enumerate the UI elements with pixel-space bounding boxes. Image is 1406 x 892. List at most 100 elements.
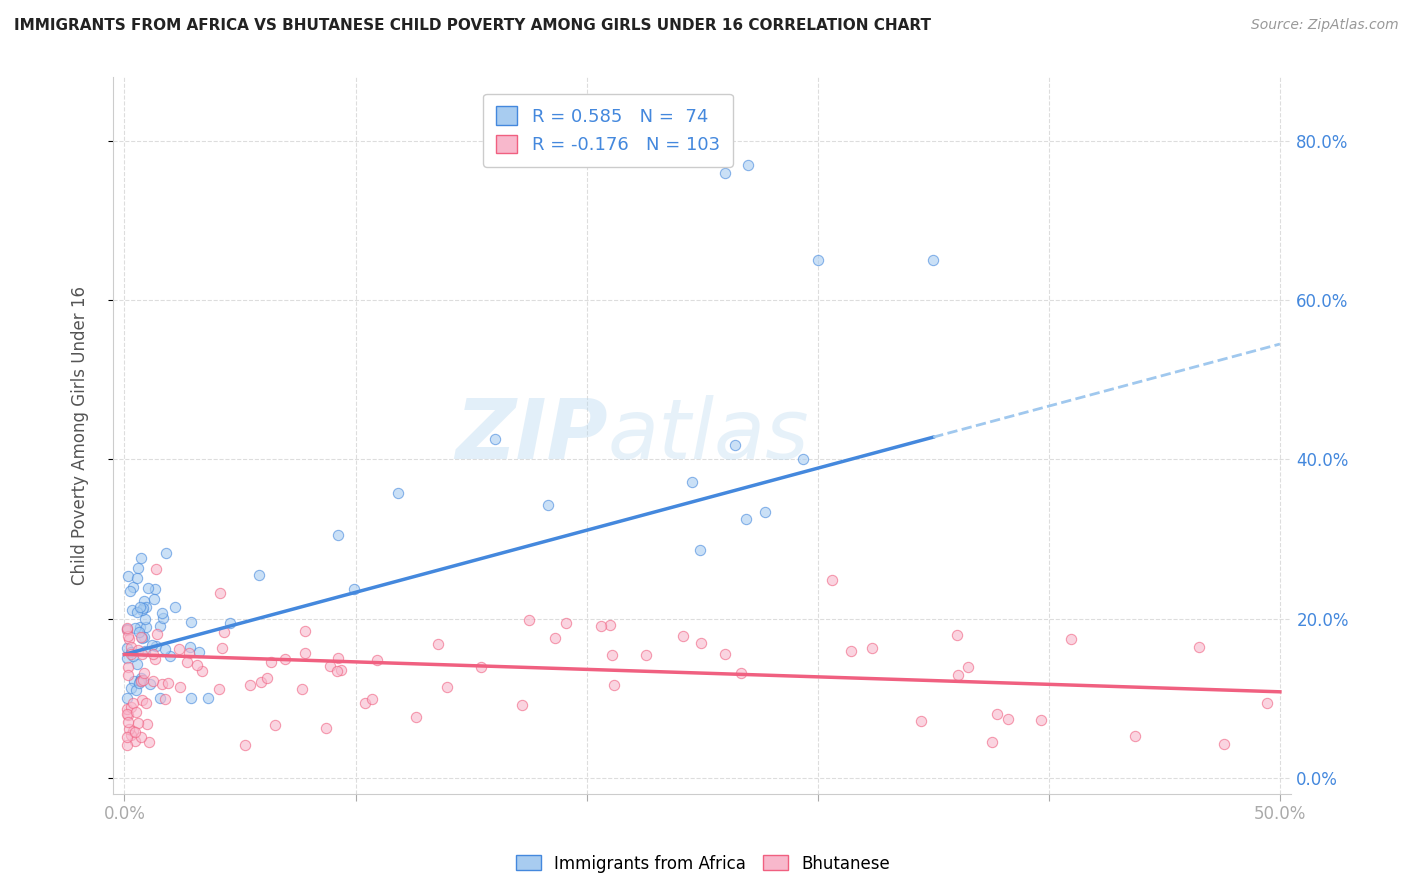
Point [997,712,1019,726]
Point [120,645,142,659]
Point [946,667,969,681]
Point [120,681,142,696]
Point [136,717,159,731]
Point [176,655,198,669]
Point [681,475,703,490]
Point [134,644,156,658]
Point [326,528,349,542]
Point [714,166,737,180]
Point [115,730,138,744]
Point [145,639,167,653]
Point [180,615,202,629]
Point [128,674,150,689]
Point [1031,713,1053,727]
Point [517,614,540,628]
Point [117,629,139,643]
Point [115,640,138,655]
Point [1213,737,1236,751]
Point [115,702,138,716]
Point [127,715,149,730]
Point [264,718,287,732]
Point [132,594,155,608]
Point [957,660,980,674]
Point [146,627,169,641]
Point [115,623,138,637]
Point [131,647,153,661]
Point [603,678,626,692]
Point [143,582,166,596]
Point [129,550,152,565]
Point [122,673,145,688]
Point [754,505,776,519]
Point [212,624,235,639]
Point [169,641,191,656]
Point [132,601,155,615]
Point [117,660,139,674]
Point [124,706,146,720]
Point [143,652,166,666]
Point [124,733,146,747]
Point [1256,696,1278,710]
Point [672,629,695,643]
Point [129,673,152,687]
Point [1188,640,1211,654]
Point [792,451,814,466]
Point [142,647,165,661]
Point [436,680,458,694]
Point [120,700,142,714]
Point [135,600,157,615]
Point [1059,632,1081,646]
Point [512,698,534,713]
Point [131,671,153,685]
Point [600,648,623,663]
Point [121,602,143,616]
Point [134,612,156,626]
Text: IMMIGRANTS FROM AFRICA VS BHUTANESE CHILD POVERTY AMONG GIRLS UNDER 16 CORRELATI: IMMIGRANTS FROM AFRICA VS BHUTANESE CHIL… [14,18,931,33]
Point [120,728,142,742]
Point [120,647,142,661]
Point [124,621,146,635]
Point [807,253,830,268]
Point [730,666,752,681]
Point [150,677,173,691]
Point [117,715,139,730]
Point [122,580,145,594]
Point [128,599,150,614]
Point [724,438,747,452]
Point [129,620,152,634]
Point [186,658,208,673]
Point [207,681,229,696]
Point [163,599,186,614]
Point [1123,729,1146,743]
Point [115,706,138,721]
Point [343,582,366,596]
Point [180,691,202,706]
Point [138,735,160,749]
Point [115,621,138,635]
Point [315,721,337,735]
Point [134,666,156,681]
Point [118,632,141,646]
Point [328,651,350,665]
Point [233,738,256,752]
Point [149,619,172,633]
Point [841,644,863,658]
Point [115,691,138,706]
Point [131,602,153,616]
Point [118,584,141,599]
Point [159,649,181,664]
Point [128,624,150,639]
Point [117,708,139,723]
Point [150,606,173,620]
Text: Source: ZipAtlas.com: Source: ZipAtlas.com [1251,18,1399,32]
Legend: Immigrants from Africa, Bhutanese: Immigrants from Africa, Bhutanese [509,848,897,880]
Point [689,543,711,558]
Point [713,647,735,661]
Point [152,611,174,625]
Point [132,673,155,688]
Point [135,620,157,634]
Point [121,696,143,710]
Point [554,615,576,630]
Point [135,696,157,710]
Point [139,677,162,691]
